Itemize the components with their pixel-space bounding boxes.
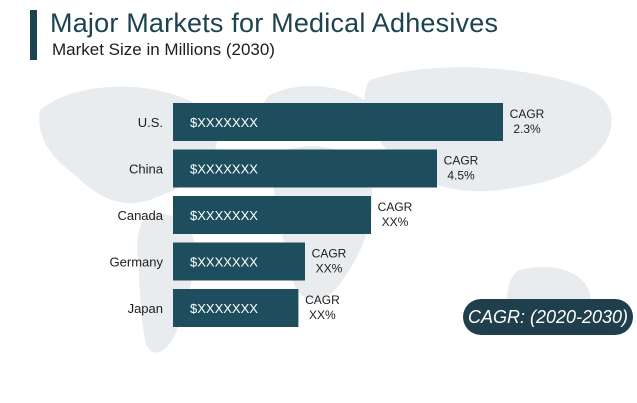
bar-value-label-4: $XXXXXXX [190,301,258,316]
bar-2 [173,196,371,234]
category-label-1: China [129,162,164,177]
cagr-label-0: CAGR [510,107,545,121]
category-label-4: Japan [128,301,163,316]
cagr-label-2: CAGR [378,200,413,214]
cagr-label-1: CAGR [444,154,479,168]
bar-value-label-1: $XXXXXXX [190,162,258,177]
cagr-value-0: 2.3% [513,122,541,136]
cagr-label-4: CAGR [305,293,340,307]
bar-value-label-0: $XXXXXXX [190,115,258,130]
bar-0 [173,103,503,141]
cagr-value-4: XX% [309,308,336,322]
chart-subtitle: Market Size in Millions (2030) [52,40,275,59]
bar-3 [173,242,305,281]
category-label-2: Canada [117,208,163,223]
bar-value-label-3: $XXXXXXX [190,255,258,270]
bar-4 [173,289,299,327]
chart-title: Major Markets for Medical Adhesives [50,8,499,38]
bar-1 [173,149,437,188]
cagr-value-2: XX% [382,215,409,229]
category-label-3: Germany [110,255,164,270]
cagr-value-3: XX% [316,262,343,276]
category-label-0: U.S. [138,115,163,130]
bar-value-label-2: $XXXXXXX [190,208,258,223]
title-accent-bar [30,10,37,60]
cagr-period-badge: CAGR: (2020-2030) [463,299,633,335]
cagr-value-1: 4.5% [447,169,475,183]
cagr-label-3: CAGR [312,247,347,261]
